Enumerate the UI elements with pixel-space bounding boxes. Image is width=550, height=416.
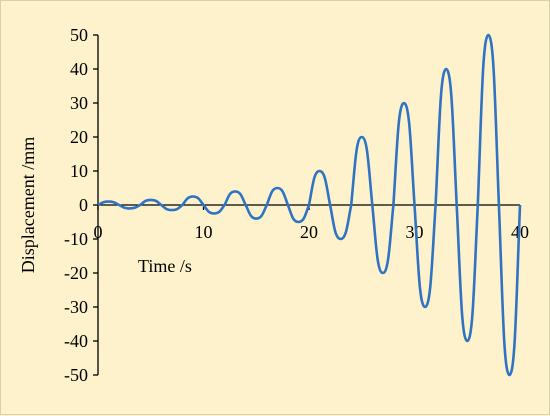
y-tick-label: 40 xyxy=(70,59,88,79)
y-tick-label: -30 xyxy=(64,297,88,317)
y-tick-label: -50 xyxy=(64,365,88,385)
x-axis-title: Time /s xyxy=(138,256,192,276)
y-tick-label: 10 xyxy=(70,161,88,181)
x-tick-label: 0 xyxy=(94,222,103,242)
series-line xyxy=(97,33,522,377)
y-tick-label: -10 xyxy=(64,229,88,249)
y-tick-label: -20 xyxy=(64,263,88,283)
x-tick-label: 10 xyxy=(195,222,213,242)
y-axis-title: Displacement /mm xyxy=(18,137,38,273)
x-tick-label: 20 xyxy=(300,222,318,242)
y-tick-label: -40 xyxy=(64,331,88,351)
y-tick-label: 0 xyxy=(79,195,88,215)
x-axis: 0 10 20 30 40 xyxy=(94,204,529,242)
y-tick-label: 50 xyxy=(70,25,88,45)
series-group xyxy=(97,33,522,377)
y-axis: 50 40 30 20 10 0 -10 -20 -30 -40 -50 xyxy=(64,25,99,385)
y-tick-label: 30 xyxy=(70,93,88,113)
y-tick-label: 20 xyxy=(70,127,88,147)
x-tick-label: 30 xyxy=(406,222,424,242)
